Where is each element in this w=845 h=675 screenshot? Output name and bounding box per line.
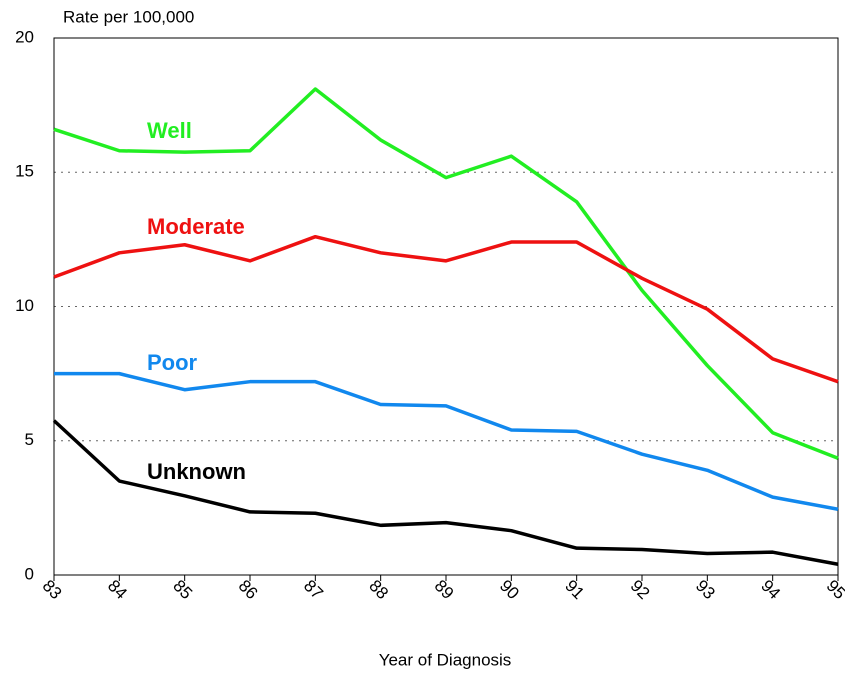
line-series xyxy=(52,419,839,566)
x-tick-label: 92 xyxy=(627,576,654,603)
x-tick-label: 91 xyxy=(561,576,588,603)
x-tick-label: 85 xyxy=(169,576,196,603)
series-label: Unknown xyxy=(147,459,246,484)
x-tick-label: 89 xyxy=(431,576,458,603)
x-tick-label: 87 xyxy=(300,576,327,603)
y-tick-label: 0 xyxy=(25,564,34,583)
x-axis-label: Year of Diagnosis xyxy=(379,650,512,669)
x-tick-label: 90 xyxy=(496,576,523,603)
x-tick-label: 84 xyxy=(104,576,131,603)
x-tick-label: 86 xyxy=(235,576,262,603)
y-tick-label: 5 xyxy=(25,430,34,449)
line-series xyxy=(54,371,839,511)
series-label: Moderate xyxy=(147,214,245,239)
y-tick-label: 20 xyxy=(15,27,34,46)
x-tick-label: 94 xyxy=(757,576,784,603)
series-label: Poor xyxy=(147,350,198,375)
y-tick-label: 15 xyxy=(15,162,34,181)
line-series xyxy=(53,234,839,384)
y-axis-label: Rate per 100,000 xyxy=(63,7,194,26)
x-tick-label: 93 xyxy=(692,576,719,603)
y-tick-label: 10 xyxy=(15,296,34,315)
x-tick-label: 83 xyxy=(39,576,66,603)
line-series xyxy=(53,87,839,460)
series-label: Well xyxy=(147,118,192,143)
x-tick-label: 88 xyxy=(365,576,392,603)
x-tick-label: 95 xyxy=(823,576,845,603)
